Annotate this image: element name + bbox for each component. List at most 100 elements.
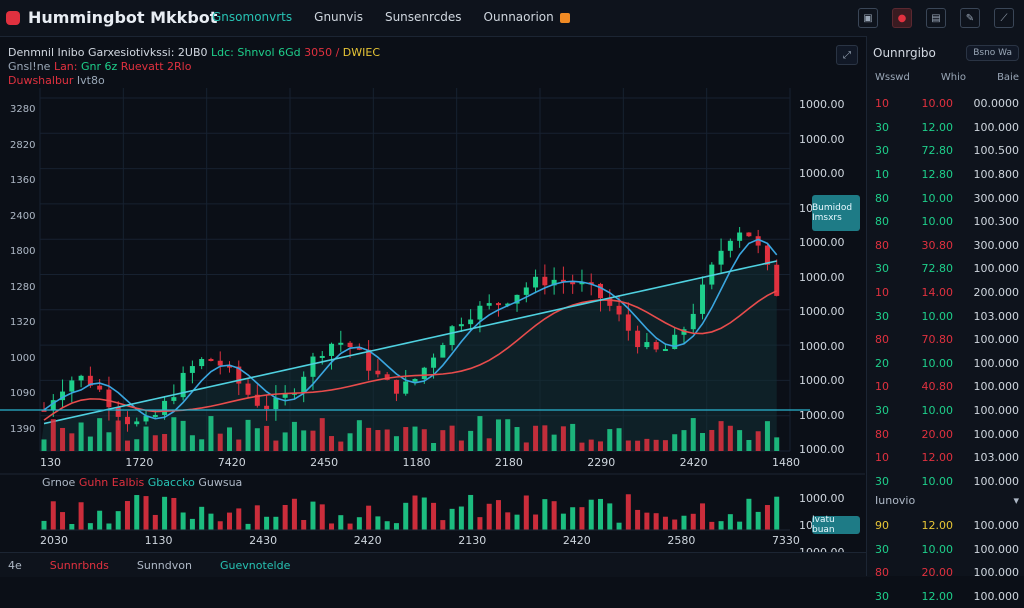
- volume-bar: [41, 439, 47, 451]
- order-book-row[interactable]: 90 12.00 100.000: [875, 514, 1019, 538]
- order-book-row[interactable]: 80 70.80 100.000: [875, 328, 1019, 352]
- order-book-cell: 12.80: [921, 168, 954, 182]
- tab-0[interactable]: Gnsomonvrts: [212, 10, 293, 24]
- record-icon[interactable]: ●: [892, 8, 912, 28]
- price-chart[interactable]: [0, 36, 865, 576]
- toolbar: ▣ ● ▤ ✎ ⟋: [858, 8, 1014, 28]
- order-book-row[interactable]: 30 12.00 100.000: [875, 116, 1019, 140]
- settings-icon[interactable]: ▣: [858, 8, 878, 28]
- candle-body: [264, 405, 270, 410]
- order-book-row[interactable]: 10 40.80 100.000: [875, 375, 1019, 399]
- volume-bar: [273, 440, 279, 451]
- order-book-row[interactable]: 30 10.00 100.000: [875, 538, 1019, 562]
- order-book-cell: 100.000: [973, 542, 1020, 556]
- volume-bar: [579, 442, 585, 451]
- order-book-row[interactable]: 30 72.80 100.500: [875, 139, 1019, 163]
- bottom-item[interactable]: Sunnrbnds: [49, 558, 109, 572]
- order-book-row[interactable]: 30 10.00 100.000: [875, 399, 1019, 423]
- volume-bar: [653, 439, 659, 451]
- expand-button[interactable]: ⤢: [836, 45, 858, 65]
- order-book-cell: 30: [875, 590, 889, 604]
- volume-bar: [458, 440, 464, 451]
- volume-x-label: 2420: [353, 534, 382, 547]
- volume-red-label: Guhn Ealbis: [78, 476, 145, 489]
- volume-bar: [440, 430, 446, 451]
- tab-1[interactable]: Gnunvis: [314, 10, 363, 24]
- volume-x-label: 2130: [458, 534, 487, 547]
- volume-bar: [78, 422, 84, 451]
- bottom-item[interactable]: 4e: [8, 558, 22, 572]
- x-label: 2180: [494, 456, 523, 469]
- volume-bar: [560, 426, 566, 451]
- order-book-row[interactable]: 10 12.80 100.800: [875, 163, 1019, 187]
- y-axis-label: 1000.00: [799, 270, 845, 284]
- candle-body: [115, 407, 121, 417]
- candle-body: [124, 416, 130, 425]
- indicator-bar: [319, 504, 325, 530]
- volume-bar: [718, 421, 724, 451]
- top-bar: Hummingbot Mkkbot Gnsomonvrts Gnunvis Su…: [0, 0, 1024, 37]
- volume-bar: [171, 417, 177, 451]
- candle-body: [431, 357, 437, 368]
- indicator-bar: [468, 494, 474, 530]
- order-book-cell: 40.80: [921, 380, 954, 394]
- bottom-item[interactable]: Sunndvon: [136, 558, 192, 572]
- order-book-cell: 90: [875, 519, 889, 533]
- order-book-row[interactable]: 20 10.00 100.000: [875, 352, 1019, 376]
- brand[interactable]: Hummingbot Mkkbot: [6, 8, 217, 27]
- candle-body: [366, 349, 372, 371]
- order-book-row[interactable]: 80 10.00 100.300: [875, 210, 1019, 234]
- order-book-row[interactable]: 10 12.00 103.000: [875, 446, 1019, 470]
- order-book-cell: 80: [875, 566, 889, 580]
- order-book-row[interactable]: 80 20.00 100.000: [875, 422, 1019, 446]
- candle-body: [746, 232, 752, 237]
- order-book-cell: 30: [875, 404, 889, 418]
- trend-icon[interactable]: ⟋: [994, 8, 1014, 28]
- indicator-bar: [106, 523, 112, 530]
- edit-icon[interactable]: ✎: [960, 8, 980, 28]
- volume-bar: [245, 419, 251, 451]
- candle-body: [60, 391, 66, 401]
- indicator-bar: [598, 498, 603, 530]
- candle-body: [78, 375, 84, 381]
- mid-marker-icon: ▾: [1013, 494, 1019, 507]
- layout-icon[interactable]: ▤: [926, 8, 946, 28]
- order-book-cell: 100.300: [973, 215, 1020, 229]
- order-book-cell: 200.000: [973, 286, 1020, 300]
- bottom-item[interactable]: Guevnotelde: [219, 558, 291, 572]
- order-book-row[interactable]: 30 72.80 100.000: [875, 257, 1019, 281]
- order-book-columns: Wsswd Whio Baie: [875, 72, 1019, 83]
- order-book-row[interactable]: 30 10.00 100.000: [875, 470, 1019, 494]
- volume-title: Grnoe Guhn Ealbis Gbaccko Guwsua: [42, 476, 242, 489]
- chart-area[interactable]: [0, 36, 865, 576]
- candle-body: [421, 367, 427, 380]
- order-book-pill[interactable]: Bsno Wa: [966, 45, 1019, 61]
- order-book-row[interactable]: 80 20.00 100.000: [875, 561, 1019, 585]
- volume-bar: [366, 427, 372, 451]
- order-book-row[interactable]: 10 10.00 00.0000: [875, 92, 1019, 116]
- indicator-bar: [495, 500, 501, 530]
- order-book-row[interactable]: 80 30.80 300.000: [875, 234, 1019, 258]
- order-book-header: Ounnrgibo Bsno Wa: [873, 44, 1019, 62]
- indicator-bar: [78, 502, 84, 530]
- tab-2[interactable]: Sunsenrcdes: [384, 10, 462, 24]
- volume-bar: [60, 427, 66, 451]
- order-book-row[interactable]: 30 12.00 100.000: [875, 585, 1019, 608]
- right-price-axis: 1000.00 1000.00 1000.00 1000.00 1000.00 …: [799, 98, 859, 478]
- candle-body: [338, 342, 344, 345]
- price-tag: Bumidod Imsxrs: [812, 195, 860, 231]
- order-book-cell: 300.000: [973, 191, 1020, 205]
- order-book-row[interactable]: 80 10.00 300.000: [875, 186, 1019, 210]
- indicator-bar: [588, 499, 594, 530]
- indicator-bar: [616, 522, 622, 530]
- tab-3[interactable]: Ounnaorion: [484, 10, 570, 24]
- order-book-cell: 100.500: [973, 144, 1020, 158]
- order-book-row[interactable]: 10 14.00 200.000: [875, 281, 1019, 305]
- candle-body: [681, 329, 687, 335]
- volume-bar: [588, 439, 594, 451]
- order-book-cell: 10.00: [921, 404, 954, 418]
- candle-body: [449, 326, 455, 346]
- y-axis-label: 1000.00: [799, 339, 845, 353]
- order-book-row[interactable]: 30 10.00 103.000: [875, 304, 1019, 328]
- volume-muted-label: Guwsua: [198, 476, 243, 489]
